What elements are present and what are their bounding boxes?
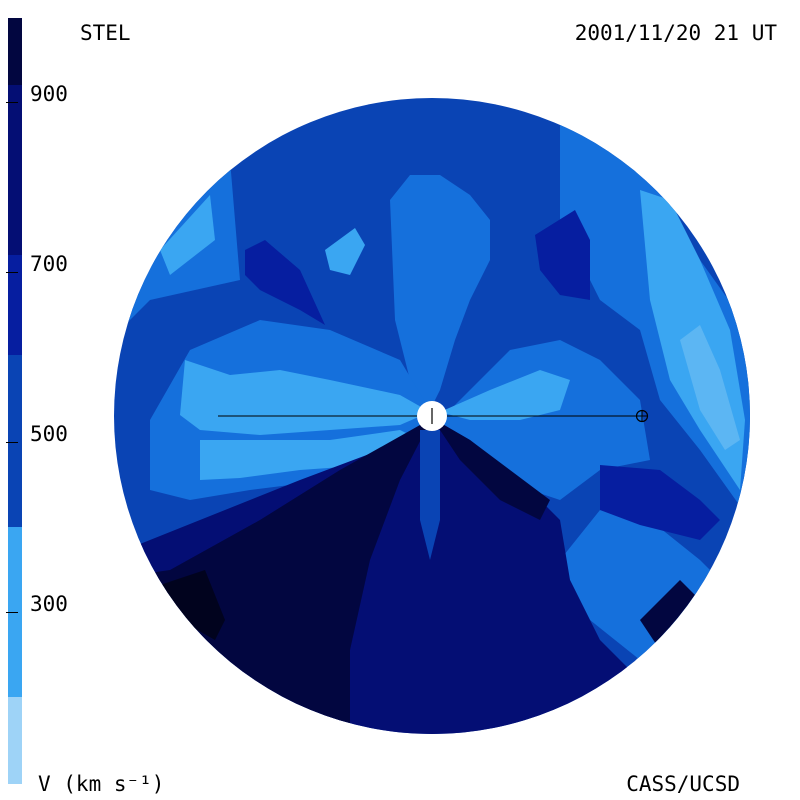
region-north-light-patch [325,228,365,275]
colorbar-tick-300 [6,612,18,613]
colorbar-label-500: 500 [30,422,68,446]
colorbar-label-700: 700 [30,252,68,276]
region-south-plume [420,430,440,560]
region-nw-light [160,195,215,275]
region-southwest-light [200,430,420,480]
colorbar-tick-500 [6,442,18,443]
velocity-unit-label: V (km s⁻¹) [38,772,165,796]
region-ne-dark-patch [535,210,590,300]
region-nw-dark-patch [245,240,325,325]
region-ne-light [640,190,745,490]
institution-label: CASS/UCSD [626,772,740,796]
region-east-light-streamer [440,370,570,420]
region-north-plume [390,175,490,410]
colorbar-label-300: 300 [30,592,68,616]
colorbar-band-4 [8,355,22,527]
colorbar-band-2 [8,85,22,255]
colorbar-tick-700 [6,272,18,273]
region-central-darkest-streak [432,418,550,520]
colorbar-band-1 [8,18,22,85]
region-ne-highlight [680,325,740,450]
colorbar-label-900: 900 [30,82,68,106]
region-east-dark-band [600,465,720,540]
colorbar-band-3 [8,255,22,355]
region-sw-deepest-patch [160,570,225,640]
colorbar-tick-900 [6,102,18,103]
colorbar-band-8 [8,697,22,784]
timestamp-label: 2001/11/20 21 UT [574,21,777,45]
observatory-label: STEL [80,21,131,45]
